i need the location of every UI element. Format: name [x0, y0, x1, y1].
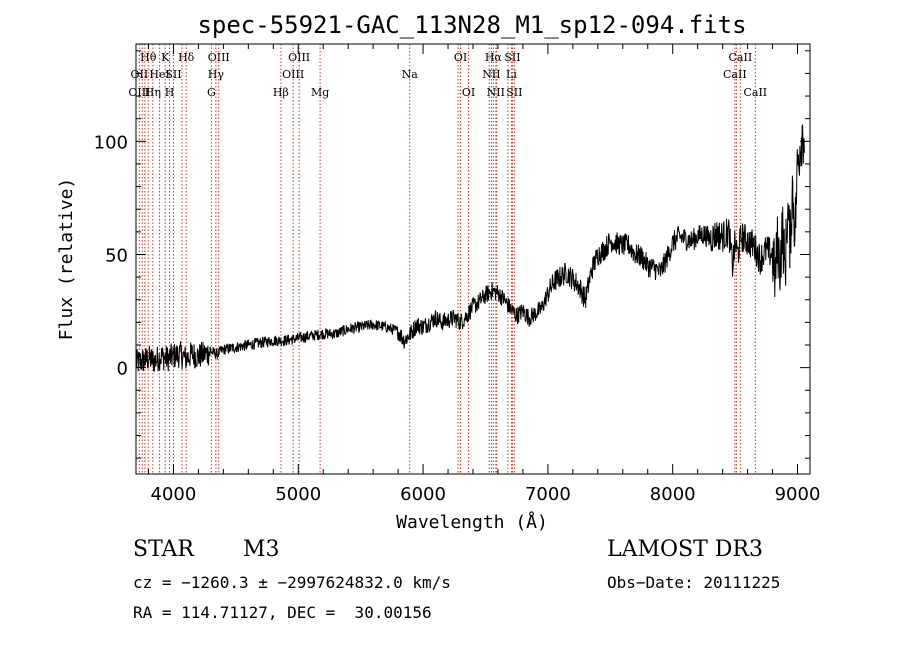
spectral-line-label: Na	[402, 68, 419, 81]
x-tick-label: 9000	[775, 484, 821, 505]
spectral-line-label: G	[207, 86, 216, 99]
survey-name: LAMOST DR3	[607, 537, 763, 562]
spectral-line-label: Hα	[485, 51, 503, 64]
spectral-line-label: OIII	[208, 51, 230, 64]
plot-frame	[135, 43, 811, 475]
spectral-line-label: HeI	[149, 68, 169, 81]
spectral-line-label: Hδ	[178, 51, 195, 64]
spectral-line-label: H	[165, 86, 175, 99]
y-tick-label: 0	[117, 359, 128, 380]
spectral-line-label: SII	[506, 86, 522, 99]
flux-series-line	[135, 124, 806, 372]
obs-date-text: Obs−Date: 20111225	[607, 573, 781, 592]
spectral-line-label: CaII	[743, 86, 767, 99]
x-tick-label: 8000	[650, 484, 696, 505]
x-tick-label: 5000	[275, 484, 321, 505]
spectral-line-label: Hγ	[208, 68, 225, 81]
y-axis-label: Flux (relative)	[56, 178, 77, 341]
x-tick-label: 6000	[400, 484, 446, 505]
x-axis-label: Wavelength (Å)	[396, 511, 548, 533]
y-tick-label: 50	[105, 245, 128, 266]
chart-title: spec-55921-GAC_113N28_M1_sp12-094.fits	[197, 11, 746, 39]
spectral-line-label: Hθ	[140, 51, 157, 64]
x-axis-ticks: 4000 5000 6000 7000 8000 9000	[147, 44, 821, 505]
spectral-line-label: Hη	[145, 86, 161, 99]
spectral-line-label: OI	[462, 86, 475, 99]
spectral-line-label: CaII	[723, 68, 747, 81]
spectral-line-label: OI	[454, 51, 467, 64]
x-tick-label: 4000	[151, 484, 197, 505]
x-tick-label: 7000	[525, 484, 571, 505]
spectral-line-label: SII	[504, 51, 520, 64]
object-subclass: M3	[243, 537, 280, 562]
spectral-line-label: K	[161, 51, 170, 64]
spectral-line-label: CaII	[729, 51, 753, 64]
spectral-line-label: NII	[487, 86, 505, 99]
y-tick-label: 100	[94, 132, 128, 153]
spectral-line-label: OIII	[128, 86, 150, 99]
spectral-line-label: Li	[506, 68, 517, 81]
spectral-line-label: SII	[165, 68, 181, 81]
spectral-line-label: OIII	[288, 51, 310, 64]
spectral-line-label: Hβ	[273, 86, 289, 99]
spectral-lines-layer	[138, 44, 756, 474]
spectral-line-label: OIII	[282, 68, 304, 81]
spectral-line-label: NII	[482, 68, 500, 81]
y-axis-ticks: 0 50 100	[94, 50, 810, 459]
redshift-text: cz = −1260.3 ± −2997624832.0 km/s	[133, 573, 451, 592]
ra-dec-text: RA = 114.71127, DEC = 30.00156	[133, 603, 432, 622]
object-type: STAR	[133, 537, 194, 562]
spectral-line-label: OII	[131, 68, 149, 81]
spectral-line-label: Mg	[311, 86, 329, 99]
